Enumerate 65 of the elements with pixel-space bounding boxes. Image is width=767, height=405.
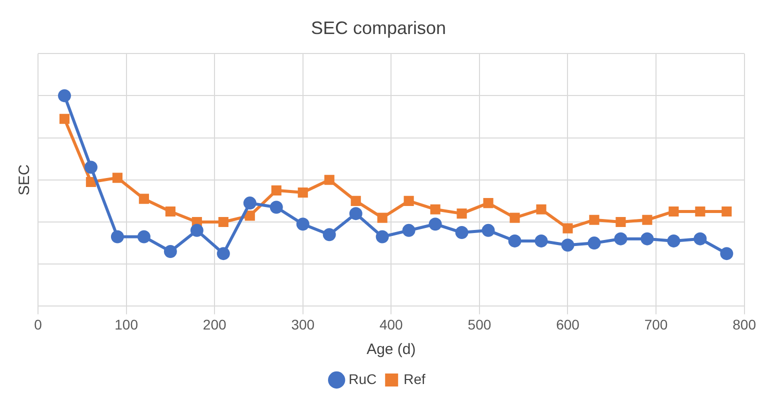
- point: [536, 204, 546, 214]
- point: [616, 216, 626, 228]
- point: [84, 160, 98, 174]
- point: [110, 230, 124, 244]
- point: [430, 204, 440, 214]
- point: [455, 226, 468, 240]
- point: [271, 185, 282, 196]
- x-tick-label: 0: [34, 316, 42, 332]
- point: [243, 196, 256, 210]
- point: [137, 230, 150, 244]
- point: [216, 247, 230, 260]
- point: [404, 196, 414, 206]
- point: [694, 232, 707, 246]
- x-tick-label: 400: [379, 316, 404, 332]
- point: [667, 234, 680, 248]
- point: [508, 234, 522, 248]
- point: [720, 247, 734, 260]
- point: [349, 207, 362, 220]
- point: [642, 214, 652, 225]
- point: [640, 232, 654, 246]
- point: [324, 174, 334, 185]
- x-tick-label: 600: [556, 316, 580, 332]
- point: [614, 232, 628, 246]
- point: [58, 89, 71, 102]
- x-tick-label: 500: [468, 316, 492, 332]
- point: [561, 238, 574, 252]
- point: [562, 223, 573, 234]
- point: [350, 196, 361, 206]
- point: [190, 224, 204, 237]
- point: [165, 206, 176, 217]
- point: [428, 218, 442, 231]
- point: [482, 224, 495, 237]
- point: [534, 234, 548, 248]
- point: [244, 210, 255, 221]
- y-axis-title: SEC: [16, 164, 34, 196]
- x-tick-label: 800: [732, 316, 756, 332]
- legend-label: RuC: [348, 370, 377, 387]
- point: [322, 228, 336, 242]
- point: [218, 216, 228, 228]
- point: [376, 230, 389, 244]
- point: [483, 198, 494, 208]
- point: [164, 244, 177, 258]
- x-axis-title: Age (d): [366, 341, 416, 358]
- point: [589, 214, 600, 225]
- point: [668, 206, 679, 217]
- point: [510, 212, 520, 223]
- legend-label: Ref: [404, 370, 426, 387]
- point: [298, 187, 308, 198]
- point: [402, 224, 416, 237]
- point: [456, 208, 467, 219]
- chart-title: SEC comparison: [310, 18, 446, 38]
- point: [695, 206, 706, 217]
- x-tick-label: 100: [114, 316, 138, 332]
- point: [722, 206, 732, 217]
- point: [138, 194, 149, 204]
- point: [377, 212, 388, 223]
- x-tick-label: 200: [202, 316, 226, 332]
- point: [112, 172, 122, 183]
- point: [86, 176, 96, 188]
- x-tick-label: 700: [644, 316, 668, 332]
- point: [588, 236, 601, 250]
- point: [270, 200, 283, 214]
- x-tick-label: 300: [291, 316, 315, 332]
- point: [296, 218, 310, 231]
- point: [59, 114, 70, 124]
